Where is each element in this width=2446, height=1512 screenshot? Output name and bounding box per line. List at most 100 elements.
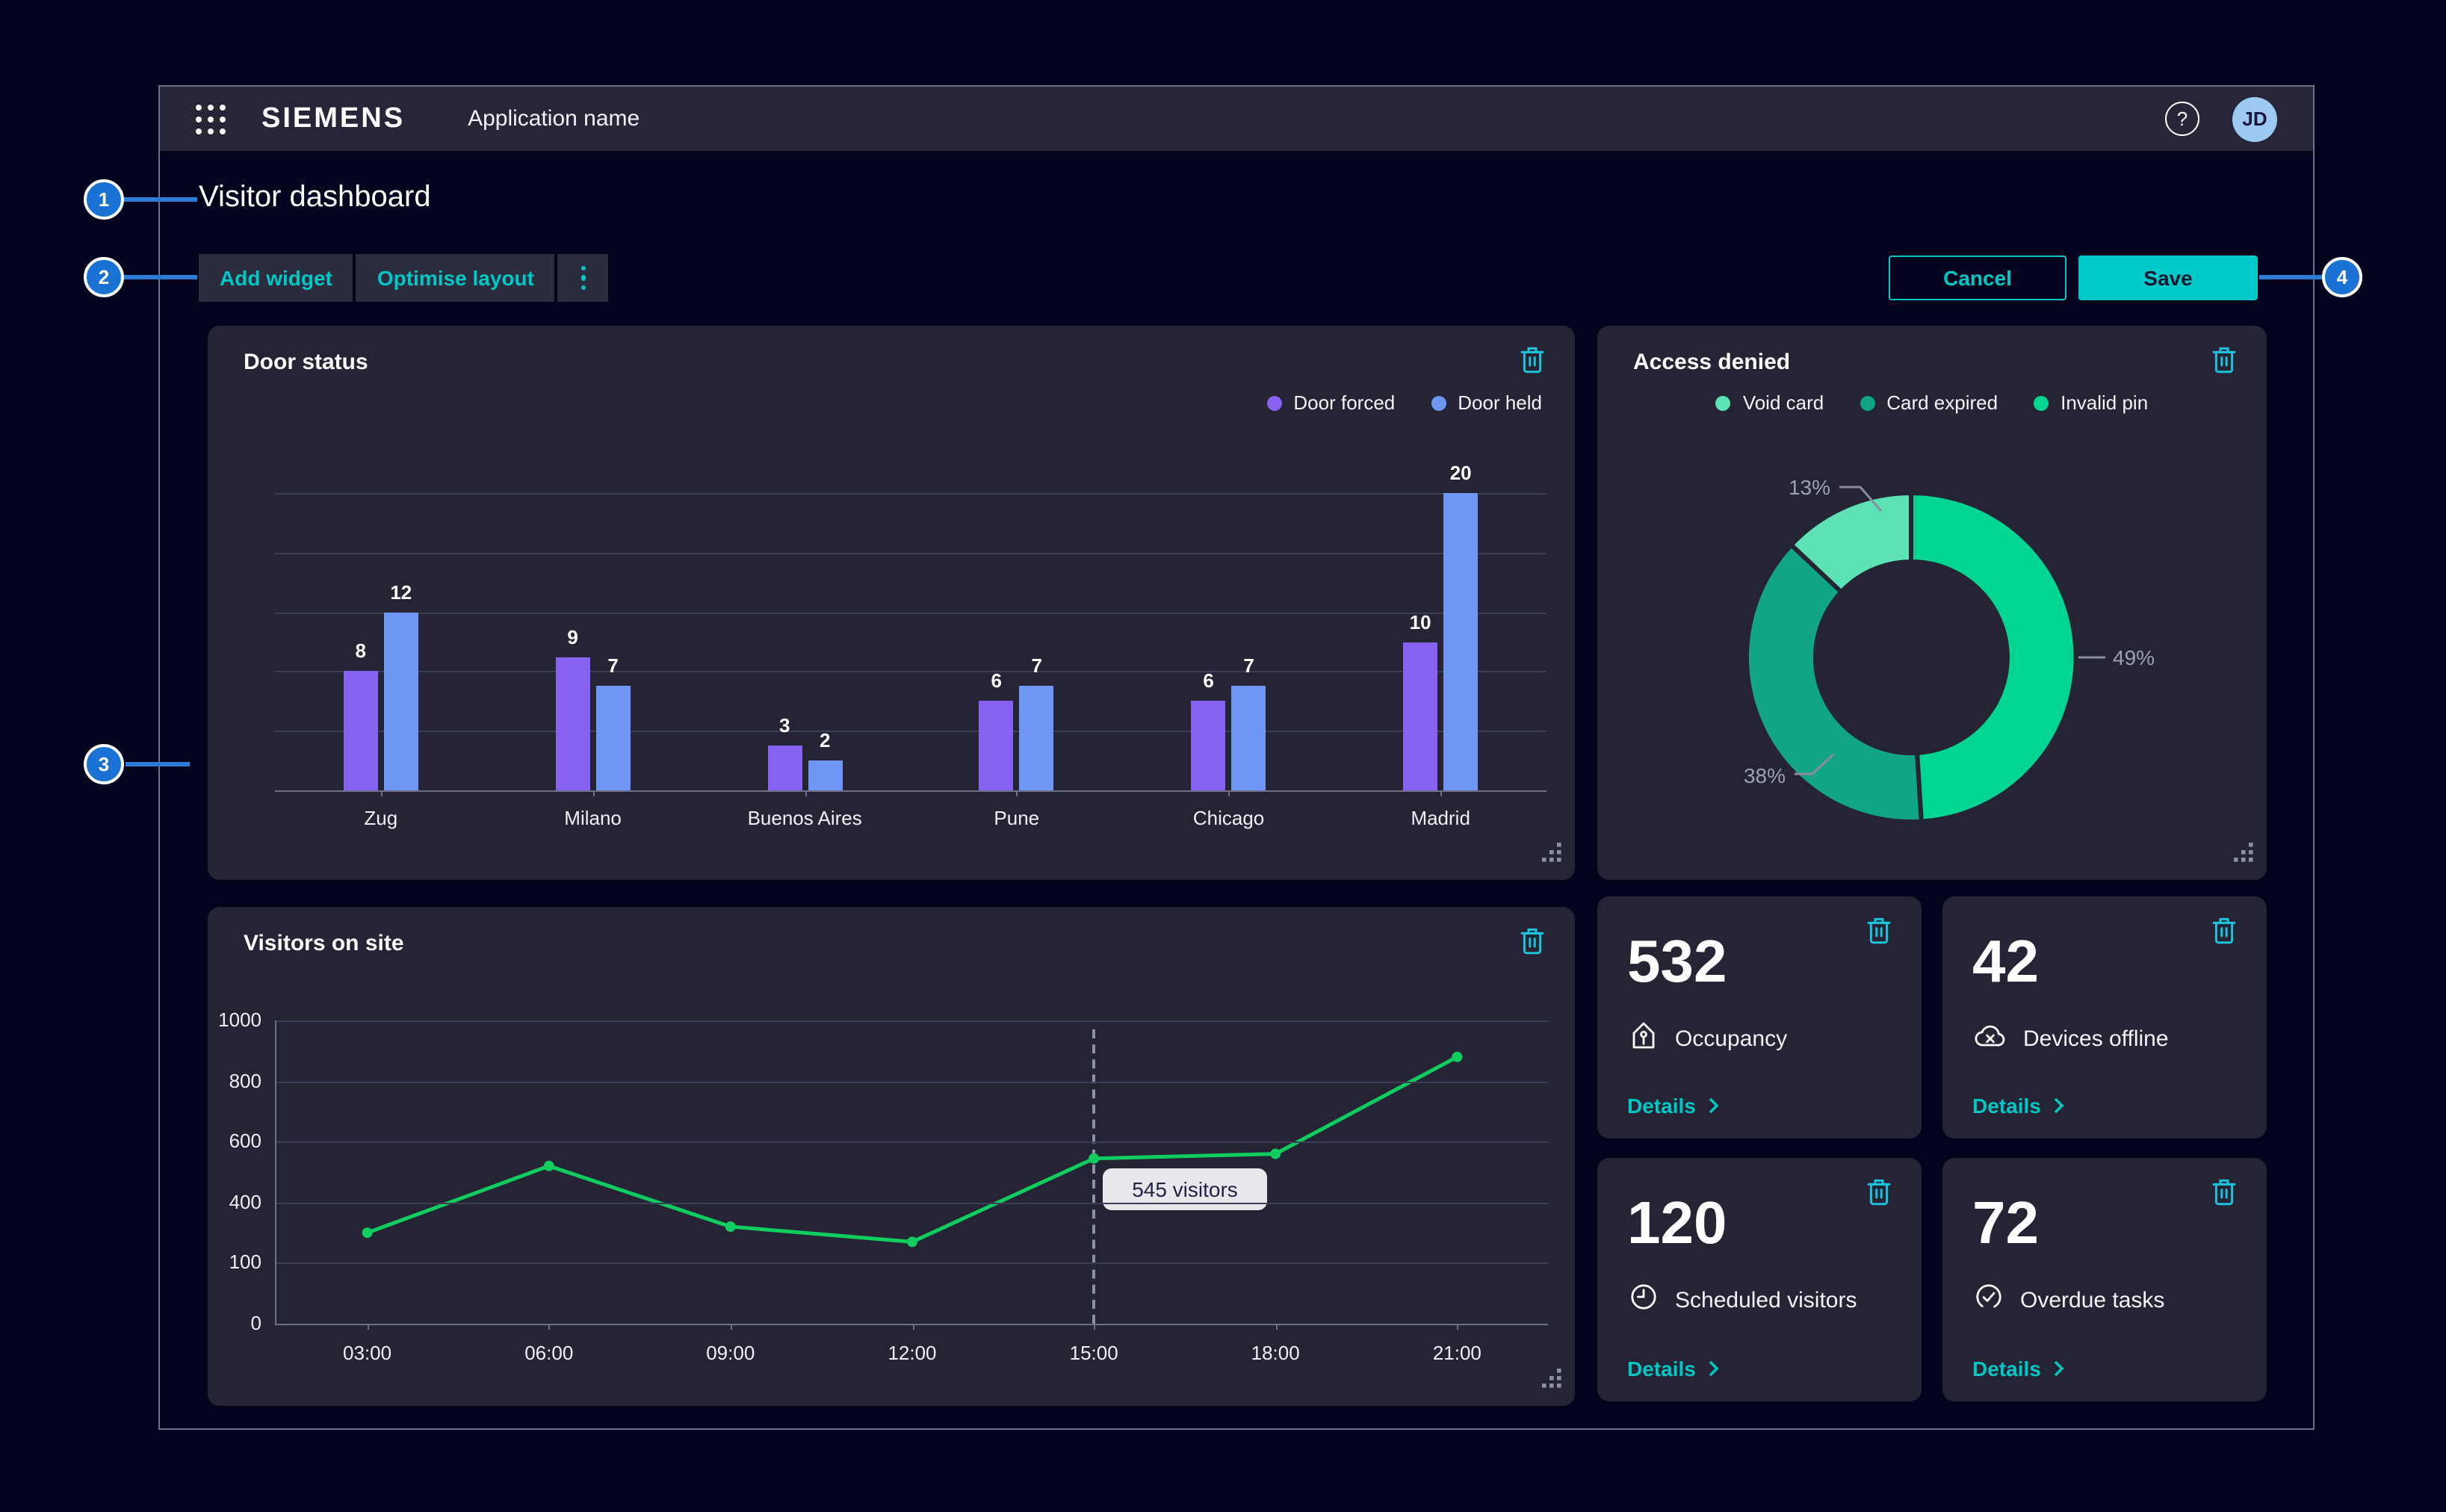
resize-handle-icon[interactable] [1542, 1369, 1561, 1395]
delete-widget-button[interactable] [1865, 1177, 1892, 1207]
details-link[interactable]: Details [1627, 1094, 1720, 1118]
widget-title: Door status [244, 350, 368, 375]
occupancy-icon [1627, 1019, 1660, 1059]
bar-value-label: 3 [778, 714, 790, 737]
dashboard-frame: SIEMENS Application name ? JD Visitor da… [158, 85, 2315, 1430]
application-name: Application name [468, 106, 640, 131]
legend-item[interactable]: Void card [1715, 391, 1824, 414]
details-link[interactable]: Details [1627, 1357, 1720, 1381]
kpi-value: 532 [1627, 929, 1727, 995]
bar-door-held [808, 760, 843, 790]
widget-title: Visitors on site [244, 931, 404, 956]
bar-value-label: 9 [567, 625, 578, 648]
x-axis-label: Pune [994, 807, 1040, 829]
save-button[interactable]: Save [2078, 255, 2258, 300]
legend-dot-icon [1431, 395, 1446, 410]
donut-slice-card-expired [1744, 542, 1924, 825]
app-launcher-icon[interactable] [196, 104, 226, 134]
bar-door-forced [343, 671, 378, 790]
delete-widget-button[interactable] [1865, 916, 1892, 946]
gridline [276, 1020, 1548, 1022]
annotation-line-4 [2259, 275, 2322, 279]
delete-widget-button[interactable] [2210, 916, 2237, 946]
donut-slice-invalid-pin [1909, 490, 2078, 824]
gridline [275, 552, 1546, 554]
gridline [275, 493, 1546, 495]
y-axis-label: 1000 [218, 1008, 261, 1031]
kpi-label: Overdue tasks [2020, 1288, 2165, 1313]
annotation-badge-1: 1 [84, 179, 124, 220]
bar-value-label: 6 [991, 669, 1002, 693]
bar-value-label: 20 [1449, 462, 1472, 484]
y-axis-label: 0 [250, 1312, 261, 1334]
legend-label: Invalid pin [2060, 391, 2149, 414]
delete-widget-button[interactable] [2210, 345, 2237, 375]
trash-icon [1866, 1179, 1890, 1206]
details-label: Details [1972, 1094, 2041, 1118]
x-axis-label: 18:00 [1251, 1342, 1300, 1364]
kpi-label: Devices offline [2023, 1026, 2169, 1052]
axis-tick [380, 790, 383, 796]
legend-item[interactable]: Door forced [1266, 391, 1395, 414]
tooltip: 545 visitors [1103, 1168, 1267, 1210]
bar-value-label: 7 [1243, 654, 1254, 678]
delete-widget-button[interactable] [1518, 345, 1545, 375]
delete-widget-button[interactable] [1518, 926, 1545, 956]
y-axis-label: 800 [229, 1069, 261, 1092]
toolbar-actions: Cancel Save [1889, 255, 2258, 300]
axis-tick [1228, 790, 1230, 796]
bar-value-label: 7 [607, 654, 619, 678]
donut-label-card-expired: 38% [1743, 763, 1786, 787]
donut-leader-line [1795, 753, 1835, 775]
resize-handle-icon[interactable] [2234, 843, 2253, 870]
line-point [543, 1160, 554, 1171]
resize-handle-icon[interactable] [1542, 843, 1561, 870]
x-axis-label: 06:00 [524, 1342, 574, 1364]
legend-dot-icon [1715, 395, 1731, 410]
bar-value-label: 7 [1031, 654, 1042, 678]
trash-icon [2211, 917, 2235, 944]
donut-leader-line [1839, 486, 1883, 512]
bar-door-held [1443, 493, 1479, 790]
axis-tick [548, 1324, 551, 1330]
legend-item[interactable]: Card expired [1860, 391, 1998, 414]
x-axis-label: 21:00 [1432, 1342, 1481, 1364]
kpi-label: Occupancy [1675, 1026, 1788, 1052]
crosshair-line [1092, 1029, 1095, 1324]
x-axis-label: 09:00 [706, 1342, 755, 1364]
x-axis-label: 03:00 [343, 1342, 392, 1364]
x-axis-label: 12:00 [888, 1342, 937, 1364]
avatar[interactable]: JD [2232, 96, 2277, 141]
axis-tick [1275, 1324, 1278, 1330]
x-axis-label: Milano [564, 807, 622, 829]
annotation-line-3 [126, 762, 190, 766]
legend-item[interactable]: Door held [1431, 391, 1542, 414]
details-link[interactable]: Details [1972, 1357, 2065, 1381]
add-widget-button[interactable]: Add widget [199, 254, 353, 302]
kpi-label-row: Occupancy [1627, 1019, 1787, 1059]
legend-item[interactable]: Invalid pin [2034, 391, 2148, 414]
x-axis-label: Chicago [1192, 807, 1265, 829]
more-options-button[interactable] [557, 254, 609, 302]
delete-widget-button[interactable] [2210, 1177, 2237, 1207]
y-axis-label: 400 [229, 1190, 261, 1213]
kpi-card-scheduled-visitors: 120 Scheduled visitors Details [1597, 1158, 1922, 1401]
donut-label-void-card: 13% [1788, 475, 1830, 499]
help-icon[interactable]: ? [2165, 102, 2199, 136]
axis-tick [730, 1324, 732, 1330]
axis-tick [805, 790, 807, 796]
details-link[interactable]: Details [1972, 1094, 2065, 1118]
axis-tick [367, 1324, 369, 1330]
bar-value-label: 6 [1203, 669, 1214, 693]
line-point [1270, 1148, 1281, 1159]
widget-title: Access denied [1633, 350, 1791, 375]
bar-door-forced [1403, 642, 1438, 790]
optimise-layout-button[interactable]: Optimise layout [356, 254, 555, 302]
donut-slice-void-card [1788, 490, 1913, 595]
trash-icon [1866, 917, 1890, 944]
cancel-button[interactable]: Cancel [1889, 255, 2066, 300]
bar-door-forced [767, 746, 802, 790]
legend-dot-icon [2034, 395, 2049, 410]
top-bar: SIEMENS Application name ? JD [160, 87, 2313, 151]
